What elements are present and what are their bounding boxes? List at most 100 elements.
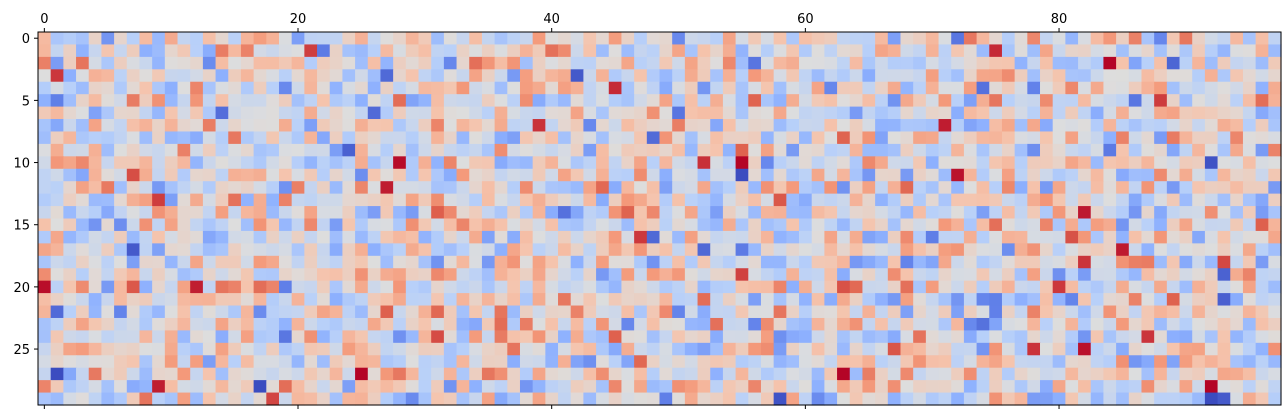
heatmap-cell bbox=[1090, 81, 1105, 95]
heatmap-cell bbox=[913, 168, 927, 182]
heatmap-cell bbox=[469, 206, 483, 220]
heatmap-cell bbox=[760, 193, 775, 207]
heatmap-cell bbox=[773, 392, 787, 406]
heatmap-cell bbox=[1065, 168, 1079, 182]
heatmap-cell bbox=[494, 156, 508, 170]
heatmap-cell bbox=[164, 330, 179, 344]
heatmap-cell bbox=[773, 342, 787, 356]
heatmap-cell bbox=[304, 156, 318, 170]
heatmap-cell bbox=[1065, 243, 1079, 257]
heatmap-cell bbox=[329, 193, 343, 207]
heatmap-cell bbox=[710, 69, 724, 83]
heatmap-cell bbox=[558, 255, 572, 269]
heatmap-cell bbox=[1001, 243, 1016, 257]
heatmap-cell bbox=[938, 69, 952, 83]
heatmap-cell bbox=[355, 81, 369, 95]
heatmap-cell bbox=[329, 330, 343, 344]
heatmap-cell bbox=[405, 255, 420, 269]
heatmap-cell bbox=[507, 56, 521, 70]
heatmap-cell bbox=[1217, 44, 1231, 58]
heatmap-cell bbox=[291, 81, 305, 95]
heatmap-cell bbox=[697, 44, 711, 58]
heatmap-cell bbox=[583, 168, 597, 182]
heatmap-cell bbox=[1141, 81, 1155, 95]
heatmap-cell bbox=[570, 380, 584, 394]
heatmap-cell bbox=[659, 218, 673, 232]
heatmap-cell bbox=[88, 268, 103, 282]
heatmap-cell bbox=[177, 230, 191, 244]
heatmap-cell bbox=[1103, 355, 1117, 369]
heatmap-cell bbox=[329, 380, 343, 394]
heatmap-cell bbox=[367, 81, 382, 95]
heatmap-cell bbox=[291, 168, 305, 182]
heatmap-cell bbox=[570, 106, 584, 120]
heatmap-cell bbox=[50, 81, 64, 95]
heatmap-cell bbox=[989, 106, 1003, 120]
heatmap-cell bbox=[824, 106, 838, 120]
heatmap-cell bbox=[469, 56, 483, 70]
heatmap-cell bbox=[507, 94, 521, 108]
heatmap-cell bbox=[837, 131, 851, 145]
heatmap-cell bbox=[608, 293, 623, 307]
heatmap-cell bbox=[532, 206, 546, 220]
heatmap-cell bbox=[139, 94, 153, 108]
heatmap-cell bbox=[240, 392, 255, 406]
heatmap-cell bbox=[88, 305, 103, 319]
heatmap-cell bbox=[976, 44, 990, 58]
heatmap-cell bbox=[1166, 131, 1181, 145]
heatmap-cell bbox=[431, 268, 445, 282]
heatmap-cell bbox=[215, 156, 229, 170]
heatmap-cell bbox=[418, 119, 432, 133]
heatmap-cell bbox=[811, 168, 825, 182]
heatmap-cell bbox=[202, 342, 217, 356]
heatmap-cell bbox=[88, 218, 103, 232]
heatmap-cell bbox=[748, 131, 762, 145]
heatmap-cell bbox=[1116, 168, 1130, 182]
heatmap-cell bbox=[1204, 106, 1219, 120]
heatmap-cell bbox=[1179, 243, 1193, 257]
heatmap-cell bbox=[621, 81, 635, 95]
heatmap-cell bbox=[697, 280, 711, 294]
heatmap-cell bbox=[697, 293, 711, 307]
heatmap-cell bbox=[849, 355, 864, 369]
heatmap-cell bbox=[393, 230, 407, 244]
heatmap-cell bbox=[735, 69, 749, 83]
heatmap-cell bbox=[646, 156, 661, 170]
heatmap-cell bbox=[786, 367, 800, 381]
heatmap-cell bbox=[722, 367, 737, 381]
heatmap-cell bbox=[431, 106, 445, 120]
heatmap-cell bbox=[266, 255, 280, 269]
heatmap-cell bbox=[266, 206, 280, 220]
heatmap-cell bbox=[1128, 206, 1143, 220]
heatmap-cell bbox=[342, 193, 356, 207]
heatmap-cell bbox=[456, 156, 470, 170]
heatmap-cell bbox=[684, 44, 699, 58]
heatmap-cell bbox=[393, 355, 407, 369]
heatmap-cell bbox=[101, 206, 115, 220]
heatmap-cell bbox=[963, 119, 978, 133]
heatmap-cell bbox=[558, 230, 572, 244]
heatmap-cell bbox=[608, 206, 623, 220]
heatmap-cell bbox=[278, 392, 293, 406]
heatmap-cell bbox=[114, 392, 128, 406]
heatmap-cell bbox=[811, 193, 825, 207]
heatmap-cell bbox=[228, 168, 242, 182]
heatmap-cell bbox=[317, 106, 331, 120]
heatmap-cell bbox=[355, 32, 369, 46]
heatmap-cell bbox=[519, 143, 534, 157]
heatmap-cell bbox=[570, 32, 584, 46]
heatmap-cell bbox=[278, 69, 293, 83]
heatmap-cell bbox=[875, 367, 889, 381]
heatmap-cell bbox=[545, 355, 559, 369]
heatmap-cell bbox=[748, 193, 762, 207]
heatmap-cell bbox=[1166, 255, 1181, 269]
heatmap-cell bbox=[1128, 243, 1143, 257]
heatmap-cell bbox=[938, 106, 952, 120]
heatmap-cell bbox=[367, 131, 382, 145]
heatmap-cell bbox=[1001, 69, 1016, 83]
heatmap-cell bbox=[963, 305, 978, 319]
heatmap-cell bbox=[101, 44, 115, 58]
heatmap-cell bbox=[1166, 330, 1181, 344]
heatmap-cell bbox=[114, 32, 128, 46]
heatmap-cell bbox=[63, 355, 77, 369]
